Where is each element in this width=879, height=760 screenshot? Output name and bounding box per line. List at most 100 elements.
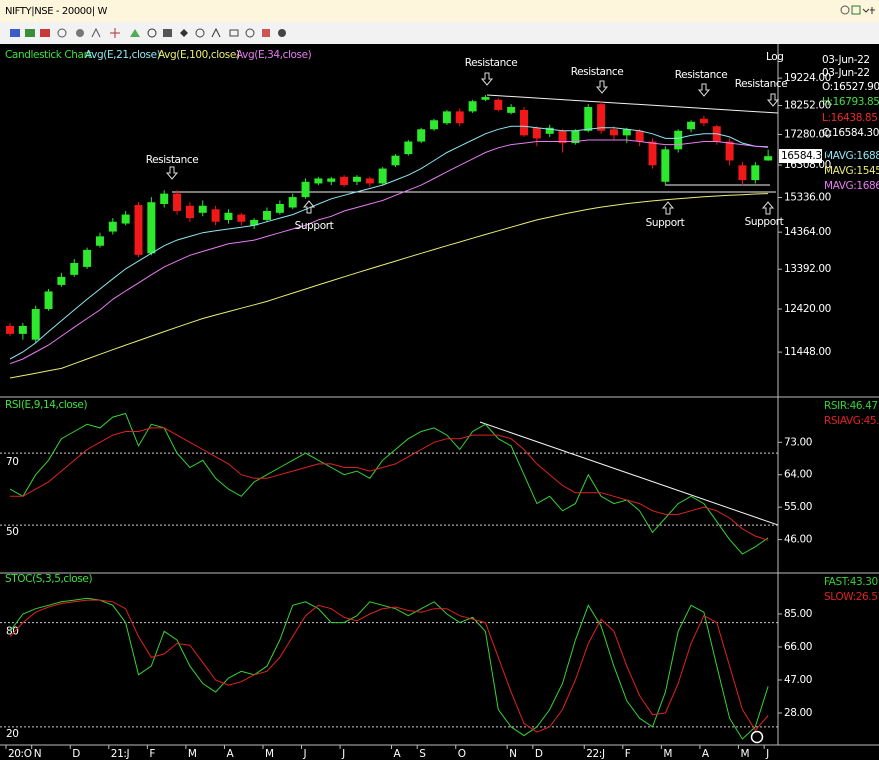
candle-body [738,165,747,181]
annotation-arrow [165,166,179,180]
candle-body [455,111,464,124]
annotation-arrow [595,80,609,94]
y-tick-label: 12420.00 [784,303,831,315]
candle-body [674,130,683,150]
candle-body [468,101,477,112]
candle-body [365,178,374,184]
y-tick-label: 64.00 [784,469,812,481]
toolbar-icons[interactable] [10,27,286,38]
candle-body [31,309,40,340]
last-price-box [779,149,822,163]
candle-body [70,262,79,275]
candle-body [314,178,323,184]
x-tick-label: J [765,748,769,760]
y-tick-label: 14364.00 [784,226,831,238]
candle-body [211,209,220,222]
info-date: 03-Jun-22 [822,67,870,79]
indicator-value-label: FAST:43.30 [824,576,878,588]
x-tick-label: A [226,748,234,760]
candle-body [160,193,169,204]
y-tick-label: 15336.00 [784,192,831,204]
indicator-value-label: RSIR:46.47 [824,400,878,412]
candle-body [494,99,503,110]
x-tick-label: J [341,748,345,760]
candle-body [301,181,310,198]
legend-entry: Avg(E,21,close) [85,49,161,61]
x-tick-label: O [458,748,466,760]
last-price-label: 16584.30 [781,150,828,162]
x-tick-label: M [663,748,672,760]
x-tick-label: M [740,748,749,760]
x-tick-label: J [303,748,307,760]
candle-body [250,219,259,226]
candle-body [687,121,696,130]
candle-body [430,120,439,130]
level-label: 70 [6,456,19,468]
y-tick-label: 11448.00 [784,346,831,358]
candle-body [327,178,336,182]
candle-body [237,214,246,222]
annotation-label: Support [646,217,685,229]
candle-body [520,109,528,136]
indicator-line [9,412,769,555]
annotation-arrow [661,201,675,215]
candle-body [134,205,143,255]
chart-title: Candlestick Chart [5,49,91,61]
info-high: H:16793.85 [822,96,879,108]
level-label: 80 [6,626,19,638]
x-tick-label: M [188,748,197,760]
candle-body [173,193,182,212]
candle-body [147,202,156,254]
x-tick-label: 21:J [111,748,130,760]
y-tick-label: 28.00 [784,707,812,719]
candle-body [185,205,194,219]
x-tick-label: M [265,748,274,760]
ma-value-label: MAVG:15451. [824,165,879,177]
candle-body [571,130,580,144]
moving-average-line [9,193,769,379]
candle-body [83,249,92,267]
info-low: L:16438.85 [822,112,878,124]
level-label: 50 [6,526,19,538]
annotation-label: Resistance [675,69,728,81]
candle-body [198,205,207,213]
indicator-value-label: RSIAVG:45.8 [824,415,879,427]
candle-body [532,127,541,139]
x-tick-label: 22:J [586,748,605,760]
candle-body [764,156,773,161]
annotation-arrow [697,83,711,97]
y-tick-label: 19224.00 [784,72,831,84]
y-tick-label: 13392.00 [784,263,831,275]
annotation-label: Resistance [571,66,624,78]
candle-body [635,130,644,142]
candle-body [545,127,554,134]
x-tick-label: D [72,748,80,760]
legend-entry: Avg(E,34,close) [236,49,312,61]
candle-body [584,107,593,131]
y-tick-label: 73.00 [784,436,812,448]
indicator-line [9,597,769,740]
x-tick-label: N [34,748,41,760]
candle-body [288,197,297,208]
title-bar [0,0,879,22]
indicator-line [9,599,769,733]
info-open: O:16527.90 [822,81,879,93]
moving-average-line [9,139,769,365]
annotation-label: Resistance [735,78,788,90]
y-tick-label: 66.00 [784,641,812,653]
x-tick-label: F [625,748,631,760]
info-close: C:16584.30 [822,127,879,139]
candle-body [224,212,233,220]
candle-body [648,141,657,166]
candle-body [622,129,631,136]
candle-body [378,168,387,184]
candle-body [44,291,53,310]
candle-body [442,111,451,124]
candle-body [275,203,284,213]
y-tick-label: 85.00 [784,608,812,620]
window-controls[interactable] [840,5,875,15]
indicator-line [10,427,769,541]
annotation-label: Resistance [465,57,518,69]
y-tick-label: 47.00 [784,674,812,686]
